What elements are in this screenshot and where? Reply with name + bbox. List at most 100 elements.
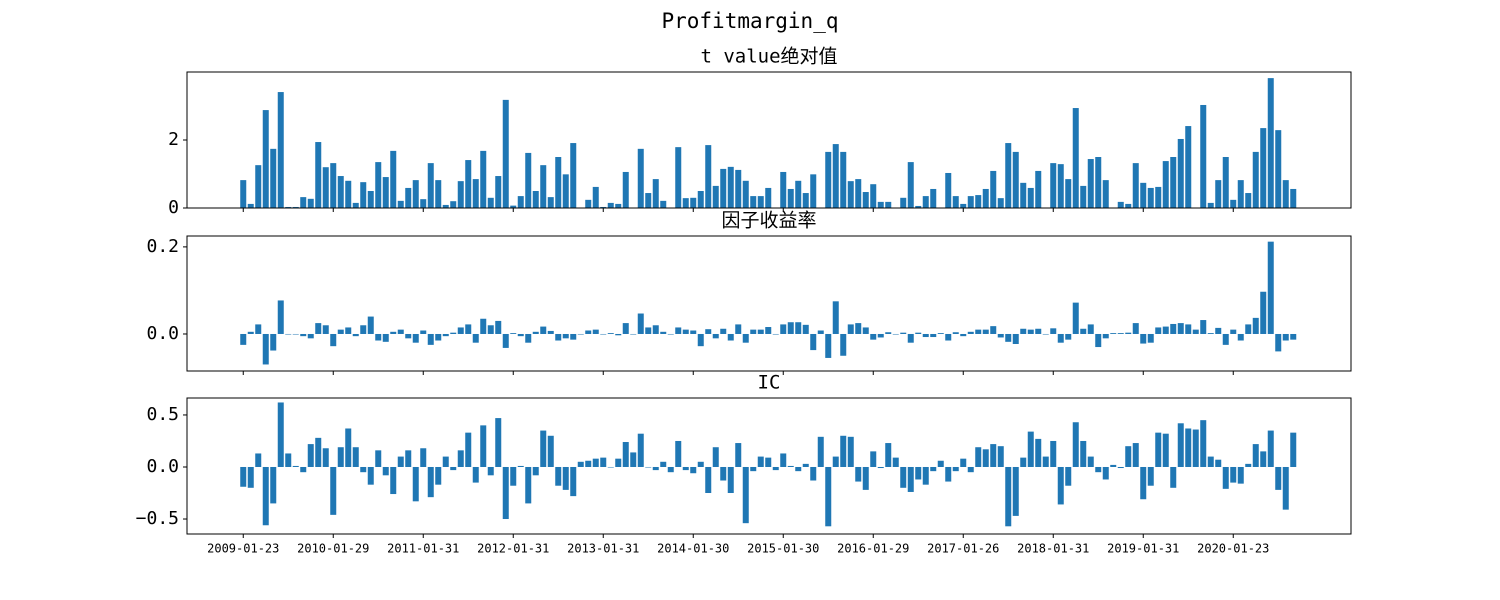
axis-title: 因子收益率 <box>721 210 816 232</box>
bar <box>1117 201 1124 208</box>
bar <box>1005 143 1012 208</box>
bar <box>780 171 787 208</box>
bar <box>1260 451 1267 467</box>
bar <box>315 323 322 334</box>
bar <box>367 191 374 208</box>
bar <box>930 333 937 338</box>
bar <box>525 333 532 343</box>
bar <box>1042 456 1049 467</box>
bar <box>1140 182 1147 208</box>
bar <box>915 466 922 480</box>
bar <box>375 162 382 208</box>
bar <box>1140 333 1147 344</box>
bar <box>825 466 832 527</box>
bar <box>675 327 682 334</box>
bar <box>427 333 434 345</box>
bar <box>907 162 914 208</box>
bar <box>1050 440 1057 467</box>
bar <box>570 333 577 340</box>
bar <box>810 174 817 208</box>
bar <box>360 466 367 473</box>
bar <box>690 330 697 334</box>
bar <box>1170 323 1177 334</box>
bar <box>1020 457 1027 467</box>
bar <box>660 331 667 334</box>
bar <box>367 316 374 334</box>
bar <box>870 451 877 467</box>
bar <box>285 206 292 208</box>
bar <box>487 466 494 476</box>
bar <box>412 466 419 502</box>
bar <box>1095 466 1102 473</box>
bar <box>645 466 652 468</box>
bar <box>900 332 907 334</box>
bar <box>922 466 929 485</box>
bar <box>615 203 622 208</box>
bar <box>705 329 712 334</box>
bar <box>1267 78 1274 209</box>
bar <box>1095 157 1102 208</box>
bar <box>1132 443 1139 467</box>
bar <box>397 456 404 467</box>
bar <box>997 446 1004 467</box>
bar <box>652 179 659 208</box>
bar <box>510 333 517 334</box>
bar <box>1102 466 1109 480</box>
bar <box>1087 456 1094 467</box>
bar <box>420 199 427 208</box>
bar <box>1080 440 1087 467</box>
bar <box>562 466 569 490</box>
bar <box>630 452 637 467</box>
bar <box>382 466 389 476</box>
bar <box>1170 466 1177 488</box>
bar <box>787 322 794 334</box>
axis-title: IC <box>758 372 781 394</box>
bar <box>322 325 329 334</box>
bar <box>907 466 914 492</box>
bar <box>1080 185 1087 208</box>
bar <box>960 203 967 208</box>
bar <box>1005 466 1012 527</box>
bar <box>735 443 742 467</box>
bar <box>757 196 764 208</box>
bar <box>1027 187 1034 208</box>
bar <box>502 466 509 520</box>
bar <box>1185 126 1192 208</box>
bar <box>352 447 359 467</box>
bar <box>1080 328 1087 334</box>
bar <box>615 458 622 467</box>
bar <box>270 333 277 351</box>
bar <box>742 466 749 524</box>
bar <box>420 330 427 334</box>
bar <box>945 333 952 341</box>
bar <box>577 461 584 467</box>
bar <box>907 333 914 343</box>
bar <box>892 457 899 467</box>
y-tick-label: 2 <box>168 129 179 150</box>
bar <box>285 333 292 335</box>
bar <box>727 333 734 341</box>
bar <box>1087 324 1094 334</box>
bar <box>885 443 892 467</box>
bar <box>840 151 847 208</box>
bar <box>1155 432 1162 467</box>
bar <box>240 333 247 345</box>
bar <box>1252 317 1259 334</box>
bar <box>427 466 434 498</box>
bar <box>825 151 832 208</box>
bar <box>900 197 907 208</box>
bar <box>1042 333 1049 335</box>
bar <box>1192 329 1199 334</box>
y-tick-label: 0.5 <box>146 404 179 425</box>
bar <box>862 192 869 208</box>
bar <box>682 466 689 471</box>
bar <box>315 142 322 208</box>
bar <box>1177 323 1184 334</box>
bar <box>765 327 772 334</box>
bar <box>502 333 509 348</box>
bar <box>1215 459 1222 467</box>
bar <box>960 333 967 337</box>
bar <box>480 318 487 334</box>
bar <box>345 428 352 467</box>
bar <box>495 320 502 334</box>
